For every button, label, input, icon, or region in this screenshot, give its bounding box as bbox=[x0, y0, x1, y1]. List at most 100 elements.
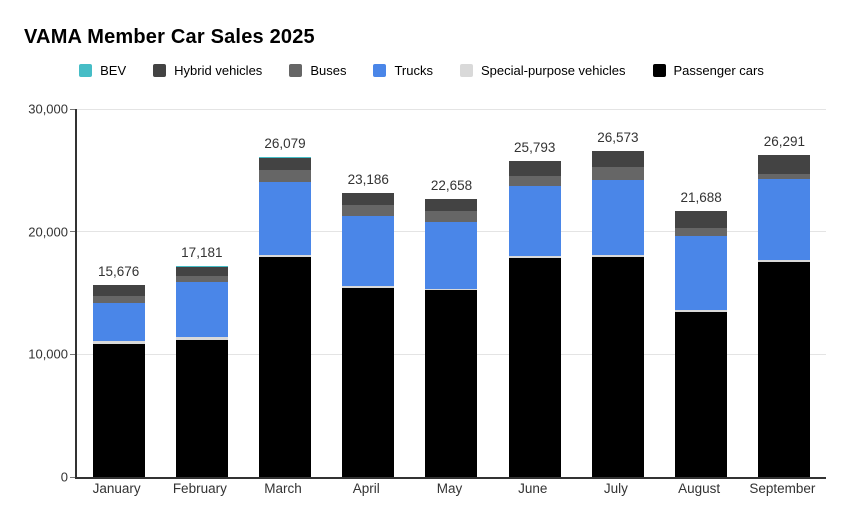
x-axis-label-july: July bbox=[603, 481, 628, 496]
axis-tick bbox=[70, 476, 75, 478]
legend-swatch-icon bbox=[373, 64, 387, 77]
bar-segment-hybrid-vehicles bbox=[342, 193, 395, 206]
bar-segment-passenger-cars bbox=[259, 257, 312, 477]
bar-total-label: 17,181 bbox=[181, 245, 223, 261]
bar-stack bbox=[675, 211, 728, 477]
legend-item-buses: Buses bbox=[289, 63, 346, 78]
bar-segment-special-purpose-vehicles bbox=[342, 286, 395, 288]
bar-total-label: 26,291 bbox=[763, 133, 805, 149]
legend-label: Hybrid vehicles bbox=[174, 63, 263, 78]
bar-group-april: 23,186 bbox=[327, 109, 410, 477]
bar-segment-trucks bbox=[508, 185, 561, 257]
bar-total-label: 15,676 bbox=[97, 263, 140, 279]
legend-label: Special-purpose vehicles bbox=[480, 63, 626, 78]
bar-segment-trucks bbox=[92, 302, 145, 342]
y-axis-tick-label: 30,000 bbox=[28, 101, 68, 117]
bar-segment-passenger-cars bbox=[92, 343, 145, 477]
bar-group-july: 26,573 bbox=[576, 109, 659, 477]
gridline bbox=[77, 108, 826, 110]
bar-segment-buses bbox=[675, 227, 728, 237]
legend-item-trucks: Trucks bbox=[373, 63, 433, 78]
bar-segment-passenger-cars bbox=[342, 287, 395, 477]
bar-segment-buses bbox=[758, 174, 811, 179]
bar-segment-passenger-cars bbox=[175, 339, 228, 477]
bar-segment-hybrid-vehicles bbox=[508, 161, 561, 176]
bar-segment-hybrid-vehicles bbox=[591, 151, 644, 168]
bar-group-may: 22,658 bbox=[410, 109, 493, 477]
bar-group-january: 15,676 bbox=[77, 109, 160, 477]
legend-label: Passenger cars bbox=[673, 63, 764, 78]
y-axis-tick-label: 0 bbox=[60, 469, 68, 485]
x-axis-labels: January February March April May June July Augu… bbox=[75, 481, 824, 496]
bar-segment-special-purpose-vehicles bbox=[175, 336, 228, 340]
bar-segment-trucks bbox=[675, 236, 728, 311]
bar-total-label: 26,573 bbox=[597, 130, 639, 146]
bar-segment-hybrid-vehicles bbox=[425, 199, 478, 211]
bar-stack bbox=[259, 157, 312, 477]
axis-tick bbox=[70, 353, 75, 355]
x-axis-label-april: April bbox=[352, 481, 380, 496]
y-axis-labels: 0 10,000 20,000 30,000 bbox=[0, 102, 68, 485]
bar-segment-passenger-cars bbox=[425, 290, 478, 477]
bar-stack bbox=[342, 192, 395, 477]
bar-segment-buses bbox=[175, 275, 228, 283]
bars-container: 15,676 17,181 26,079 23,186 22,658 25,793 26,5… bbox=[77, 109, 826, 477]
legend-item-bev: BEV bbox=[79, 63, 126, 78]
bar-stack bbox=[425, 199, 478, 477]
bar-segment-hybrid-vehicles bbox=[675, 211, 728, 228]
bar-segment-hybrid-vehicles bbox=[175, 266, 228, 276]
bar-group-august: 21,688 bbox=[660, 109, 743, 477]
legend-label: Buses bbox=[310, 63, 347, 78]
bar-segment-special-purpose-vehicles bbox=[92, 341, 145, 344]
bar-total-label: 22,658 bbox=[430, 178, 473, 194]
bar-stack bbox=[508, 160, 561, 477]
x-axis-label-march: March bbox=[264, 481, 302, 496]
bar-stack bbox=[175, 266, 228, 477]
bar-segment-special-purpose-vehicles bbox=[758, 260, 811, 262]
bar-segment-buses bbox=[259, 170, 312, 182]
bar-segment-buses bbox=[342, 205, 395, 217]
bar-segment-hybrid-vehicles bbox=[259, 157, 312, 171]
legend-swatch-icon bbox=[652, 64, 666, 77]
axis-tick bbox=[70, 108, 75, 110]
legend-item-passenger-cars: Passenger cars bbox=[652, 63, 764, 78]
bar-segment-special-purpose-vehicles bbox=[675, 310, 728, 312]
bar-total-label: 21,688 bbox=[680, 190, 722, 206]
bar-segment-trucks bbox=[259, 181, 312, 255]
bar-segment-passenger-cars bbox=[591, 257, 644, 477]
y-axis-tick-label: 20,000 bbox=[28, 224, 68, 240]
bar-segment-buses bbox=[508, 175, 561, 186]
bar-segment-trucks bbox=[175, 282, 228, 337]
bar-group-september: 26,291 bbox=[743, 109, 826, 477]
legend-swatch-icon bbox=[153, 64, 167, 77]
bar-total-label: 26,079 bbox=[264, 136, 306, 152]
legend-swatch-icon bbox=[79, 64, 93, 77]
chart-legend: BEV Hybrid vehicles Buses Trucks Special-pur… bbox=[0, 63, 843, 78]
bar-segment-special-purpose-vehicles bbox=[508, 256, 561, 258]
bar-total-label: 25,793 bbox=[514, 139, 556, 155]
x-axis-label-june: June bbox=[518, 481, 548, 496]
bar-stack bbox=[591, 151, 644, 477]
x-axis-label-january: January bbox=[92, 481, 141, 496]
bar-segment-trucks bbox=[425, 221, 478, 289]
bar-stack bbox=[758, 154, 811, 477]
bar-group-february: 17,181 bbox=[160, 109, 243, 477]
bar-segment-trucks bbox=[758, 178, 811, 261]
x-axis-label-september: September bbox=[749, 481, 816, 496]
bar-segment-passenger-cars bbox=[758, 261, 811, 477]
legend-item-special-purpose-vehicles: Special-purpose vehicles bbox=[459, 63, 626, 78]
bar-segment-special-purpose-vehicles bbox=[259, 254, 312, 258]
bar-segment-hybrid-vehicles bbox=[758, 154, 811, 175]
axis-tick bbox=[70, 231, 75, 233]
bar-segment-buses bbox=[591, 167, 644, 180]
x-axis-label-may: May bbox=[436, 481, 463, 496]
legend-swatch-icon bbox=[459, 64, 473, 77]
bar-segment-special-purpose-vehicles bbox=[425, 288, 478, 291]
bar-segment-buses bbox=[92, 296, 145, 303]
bar-segment-trucks bbox=[342, 216, 395, 287]
bar-group-june: 25,793 bbox=[493, 109, 576, 477]
bar-group-march: 26,079 bbox=[243, 109, 326, 477]
legend-label: Trucks bbox=[394, 63, 433, 78]
plot-area: 15,676 17,181 26,079 23,186 22,658 25,793 26,5… bbox=[70, 108, 826, 479]
bar-segment-passenger-cars bbox=[508, 257, 561, 477]
